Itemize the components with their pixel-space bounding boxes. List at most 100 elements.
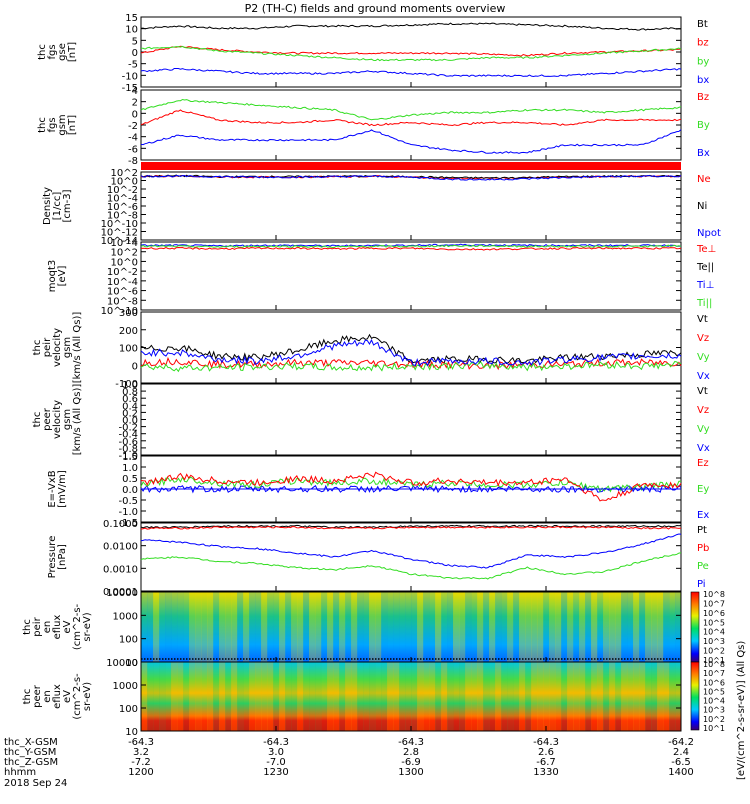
ylabel-pressure: Pressure [nPa] [47,536,68,579]
heatmap-column [585,662,592,731]
colorbar-tick-upper: 10^6 [703,609,725,618]
heatmap-column [507,662,514,731]
ylabel-line: E=-VxB [47,470,58,507]
heatmap-column [147,662,154,731]
heatmap-column [537,662,544,731]
heatmap-column [591,662,598,731]
colorbar-tick-upper: 10^3 [703,637,725,646]
heatmap-column [231,662,238,731]
heatmap-column [609,662,616,731]
ytick-label: 100 [119,704,138,715]
ytick-label: -1.5 [118,518,138,529]
heatmap-column [465,592,472,662]
ylabel-fgs_gsm: thc fgs gsm [nT] [37,114,78,135]
colorbar-tick-upper: 10^1 [703,656,725,665]
ylabel-peer_en_eflux: thc peer en eflux eV (cm^2-s-sr-eV) [22,673,93,720]
ytick-label: 0.5 [122,474,138,485]
legend-pb: Pb [697,543,709,554]
legend-by: by [697,56,709,67]
eph-col-2: -64.3 2.8 -6.9 1300 [398,737,424,778]
ylabel-line: thc [37,117,48,133]
heatmap-column [333,592,340,662]
heatmap-column [327,662,334,731]
heatmap-column [141,592,148,662]
ylabel-line: thc [32,412,43,428]
heatmap-column [351,662,358,731]
ylabel-line: eV [62,620,73,633]
heatmap-column [363,592,370,662]
ytick-label: 0 [132,361,138,372]
ephemeris-axis: thc_X-GSM thc_Y-GSM thc_Z-GSM hhmm 2018 … [4,737,694,789]
ytick-label: -15 [122,83,138,94]
heatmap-column [615,592,622,662]
heatmap-column [243,592,250,662]
ylabel-efield: E=-VxB [mV/m] [47,470,68,508]
ylabel-line: (cm^2-s- [72,603,83,650]
ytick-label: 10^-10 [101,219,138,230]
heatmap-column [165,592,172,662]
heatmap-column [297,592,304,662]
ylabel-line: thc [37,44,48,60]
heatmap-column [459,662,466,731]
ytick-label: 10^-8 [107,296,138,307]
ylabel-peer_velocity: thc peer velocity gsm [km/s (All Qs)] [32,384,83,456]
ytick-label: 200 [119,326,138,337]
eph-y-4: 2.4 [673,747,689,758]
heatmap-column [453,662,460,731]
heatmap-column [207,662,214,731]
ytick-label: 1000 [113,681,138,692]
ylabel-line: [nT] [67,115,78,135]
heatmap-column [633,662,640,731]
heatmap-column [387,592,394,662]
ytick-label: 10^-6 [107,202,138,213]
heatmap-column [237,662,244,731]
heatmap-column [321,592,328,662]
heatmap-column [267,592,274,662]
heatmap-column [369,592,376,662]
heatmap-column [429,592,436,662]
heatmap-column [639,662,646,731]
colorbar-tick-lower: 10^2 [703,715,725,724]
legend-vt: Vt [697,386,708,397]
heatmap-column [345,662,352,731]
heatmap-column [627,592,634,662]
eph-y-0: 3.2 [133,747,149,758]
legend-pe: Pe [697,561,709,572]
heatmap-column [327,592,334,662]
ytick-label: 0.0001 [103,587,138,598]
heatmap-column [147,592,154,662]
eph-y-1: 3.0 [268,747,284,758]
heatmap-column [183,662,190,731]
legend-te: Te⊥ [696,244,716,255]
heatmap-column [543,592,550,662]
ytick-label: 5 [132,36,138,47]
ylabel-line: Pressure [47,536,58,579]
heatmap-column [621,592,628,662]
heatmap-column [501,592,508,662]
heatmap-column [519,592,526,662]
panel-peir_velocity: 300 200 100 0 -100 thc peir velocity gsm [km/s (A… [32,308,710,390]
heatmap-column [411,662,418,731]
heatmap-column [201,662,208,731]
heatmap-column [399,592,406,662]
heatmap-column [555,662,562,731]
series-efield-ex [140,484,682,494]
ylabel-line: gsm [62,409,73,430]
separator-band [141,162,681,170]
heatmap-column [303,592,310,662]
heatmap-column [675,592,682,662]
ytick-label: 0.6 [122,394,138,405]
legend-pt: Pt [697,525,707,536]
heatmap-column [393,592,400,662]
heatmap-column [189,592,196,662]
ylabel-line: fgs [47,117,58,132]
ytick-label: -1.0 [118,507,138,518]
series-temperature-te [140,246,682,251]
heatmap-column [669,662,676,731]
ytick-label: -0.2 [118,423,138,434]
ytick-label: 10^-6 [107,287,138,298]
heatmap-column [279,662,286,731]
heatmap-column [351,592,358,662]
eph-t-2: 1300 [398,767,423,778]
legend-pi: Pi [697,579,706,590]
